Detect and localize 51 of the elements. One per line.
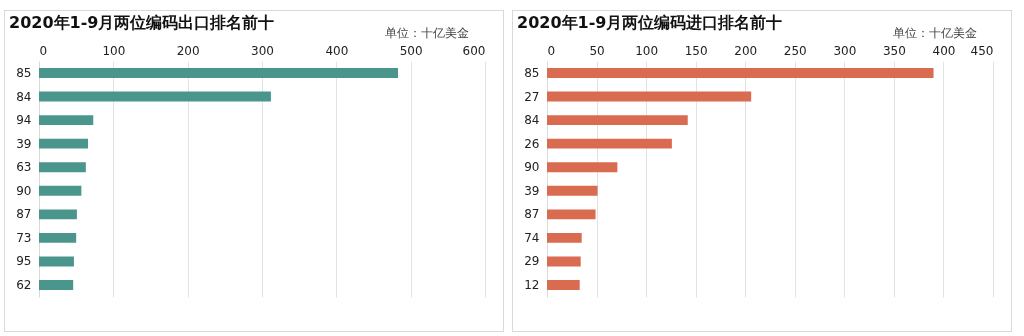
bar [547,115,688,126]
x-tick-label: 250 [783,43,807,58]
bar [547,185,598,196]
y-tick-label: 90 [524,160,540,175]
x-tick-label: 350 [882,43,906,58]
bar [547,209,596,220]
text: 单位：十亿美金 [385,26,469,40]
y-tick-label: 85 [16,66,32,81]
y-tick-label: 62 [16,277,32,292]
y-tick-label: 95 [16,254,32,269]
x-tick-label: 200 [176,43,200,58]
x-tick-label: 300 [833,43,857,58]
y-tick-label: 39 [524,183,540,198]
y-tick-label: 26 [524,136,540,151]
x-tick-label: 500 [399,43,423,58]
y-tick-label: 27 [524,89,540,104]
y-tick-label: 90 [16,183,32,198]
bar [547,280,580,290]
y-tick-label: 87 [16,207,32,222]
bar [547,232,582,243]
bar [547,138,672,149]
x-tick-label: 600 [462,43,486,58]
y-tick-label: 39 [16,136,32,151]
y-tick-label: 63 [16,160,32,175]
text: 单位：十亿美金 [893,26,977,40]
y-tick-label: 87 [524,207,540,222]
chart-title: 2020年1-9月两位编码出口排名前十 [9,13,275,32]
bar [547,91,752,102]
y-tick-label: 84 [16,89,32,104]
y-tick-label: 12 [524,277,540,292]
y-tick-label: 73 [16,230,32,245]
x-tick-label: 100 [635,43,659,58]
x-tick-label: 150 [684,43,708,58]
bar [547,68,934,78]
x-tick-label: 50 [589,43,605,58]
x-tick-label: 400 [325,43,349,58]
x-tick-label: 300 [251,43,274,58]
x-tick-label: 200 [734,43,758,58]
x-tick-label: 0 [547,43,556,58]
x-tick-label: 100 [102,43,126,58]
chart-title: 2020年1-9月两位编码进口排名前十 [517,13,783,32]
y-tick-label: 29 [524,254,540,269]
y-tick-label: 85 [524,66,540,81]
x-tick-label: 400 [932,43,956,58]
y-tick-label: 84 [524,113,540,128]
y-tick-label: 94 [16,113,32,128]
x-tick-label: 0 [39,43,48,58]
x-tick-label: 450 [970,43,994,58]
bar [547,162,618,173]
bar [547,256,581,267]
y-tick-label: 74 [524,230,540,245]
